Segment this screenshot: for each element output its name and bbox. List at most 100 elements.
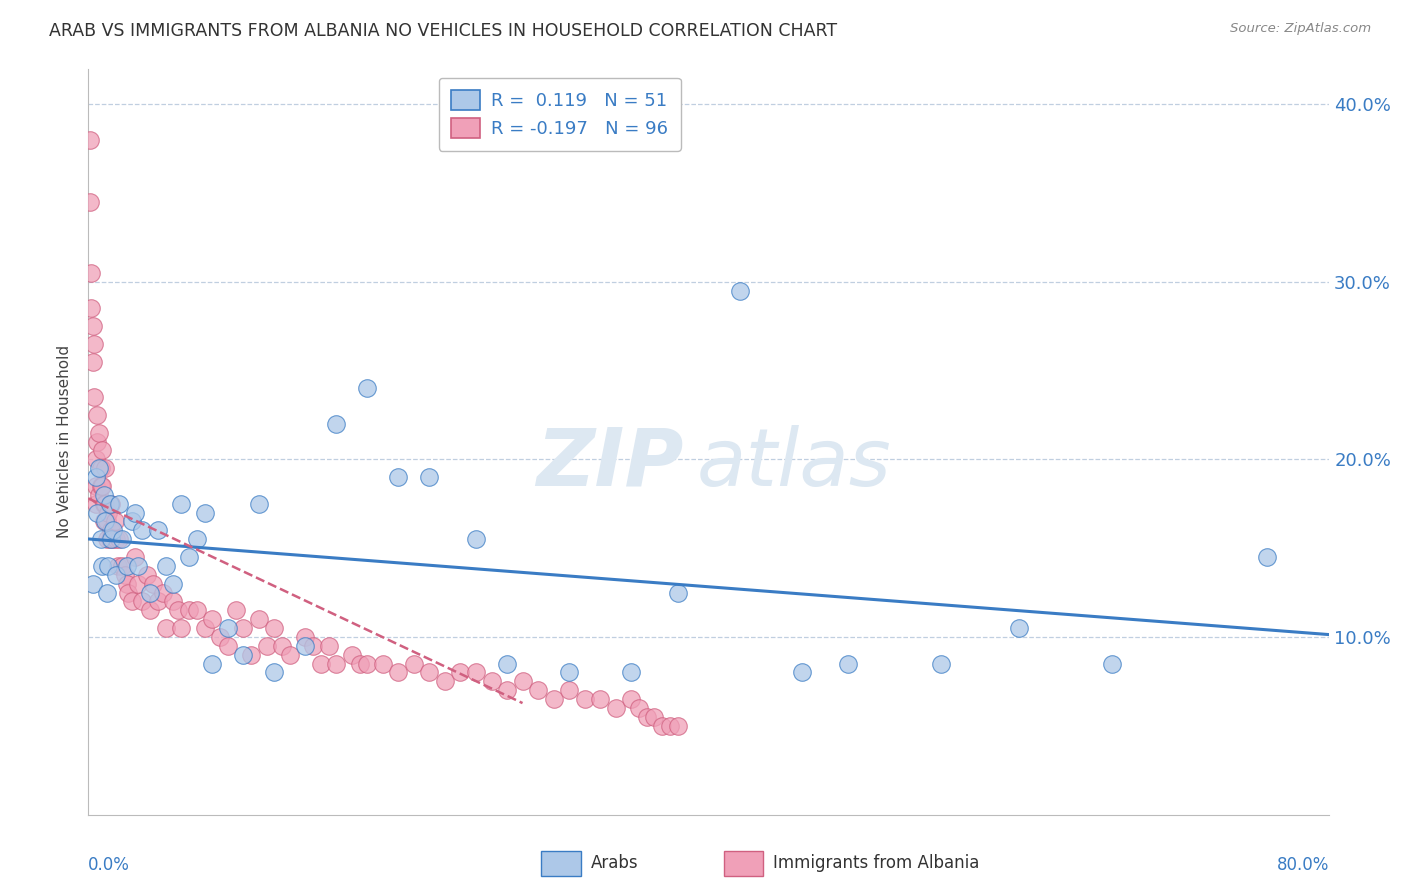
Point (186, 533, 208, 547)
Point (86, 408, 108, 422)
Point (80, 266, 103, 280)
Point (83, 390, 105, 404)
Point (127, 576, 149, 591)
Point (263, 621, 285, 635)
Point (87, 488, 110, 502)
Point (152, 585, 174, 599)
Point (931, 657, 953, 671)
Point (465, 533, 488, 547)
Point (117, 585, 139, 599)
Point (107, 558, 129, 573)
Point (111, 558, 134, 573)
Point (124, 506, 146, 520)
Point (96, 533, 118, 547)
Point (302, 639, 325, 653)
Point (402, 657, 425, 671)
Point (790, 665, 813, 680)
Point (728, 284, 751, 298)
Point (294, 630, 316, 644)
Point (217, 639, 239, 653)
Point (201, 612, 224, 626)
Text: ZIP: ZIP (537, 425, 683, 503)
Point (101, 533, 124, 547)
Point (108, 497, 131, 511)
Point (450, 665, 472, 680)
Point (91, 443, 114, 458)
Point (658, 719, 681, 733)
Text: Source: ZipAtlas.com: Source: ZipAtlas.com (1230, 22, 1371, 36)
Point (240, 648, 263, 662)
Point (90, 533, 112, 547)
Point (349, 657, 371, 671)
Point (100, 497, 122, 511)
Point (271, 639, 294, 653)
Point (309, 657, 332, 671)
Point (225, 603, 247, 617)
Point (131, 524, 153, 538)
Point (256, 639, 278, 653)
Point (371, 657, 394, 671)
Point (1256, 549, 1278, 564)
Point (93, 515, 115, 529)
Point (103, 515, 125, 529)
Point (208, 630, 231, 644)
Point (186, 603, 208, 617)
Point (496, 683, 519, 698)
Point (146, 524, 169, 538)
Point (79, 194, 101, 209)
Point (86, 506, 108, 520)
Point (162, 576, 184, 591)
Point (666, 585, 689, 599)
Point (87, 461, 110, 475)
Text: 0.0%: 0.0% (89, 855, 129, 873)
Point (98, 533, 121, 547)
Point (91, 558, 114, 573)
Point (115, 576, 138, 591)
Point (100, 533, 122, 547)
Point (94, 461, 117, 475)
Point (84, 497, 107, 511)
Point (558, 665, 581, 680)
Text: Immigrants from Albania: Immigrants from Albania (773, 855, 980, 872)
Point (201, 657, 224, 671)
Point (356, 381, 378, 395)
Point (100, 524, 122, 538)
Point (1101, 657, 1123, 671)
Point (94, 515, 117, 529)
Point (465, 665, 488, 680)
Point (666, 719, 689, 733)
Point (90, 461, 112, 475)
Point (589, 692, 612, 706)
Point (263, 665, 285, 680)
Point (105, 533, 128, 547)
Point (101, 524, 124, 538)
Point (325, 417, 347, 431)
Point (167, 603, 190, 617)
Point (79, 132, 101, 146)
Point (83, 336, 105, 351)
Point (98, 497, 121, 511)
Point (356, 657, 378, 671)
Point (142, 576, 165, 591)
Point (121, 515, 143, 529)
Point (481, 674, 503, 689)
Point (105, 567, 128, 582)
Point (217, 621, 239, 635)
Point (82, 576, 104, 591)
Point (93, 497, 115, 511)
Point (170, 497, 193, 511)
Point (1008, 621, 1031, 635)
Point (155, 558, 177, 573)
Point (605, 701, 627, 715)
Point (121, 594, 143, 608)
Point (155, 621, 177, 635)
Y-axis label: No Vehicles in Household: No Vehicles in Household (58, 345, 72, 538)
Point (96, 515, 118, 529)
Point (636, 710, 658, 724)
Point (340, 648, 363, 662)
Point (574, 692, 596, 706)
Point (93, 488, 115, 502)
Point (94, 497, 117, 511)
Point (139, 603, 162, 617)
Point (114, 567, 136, 582)
